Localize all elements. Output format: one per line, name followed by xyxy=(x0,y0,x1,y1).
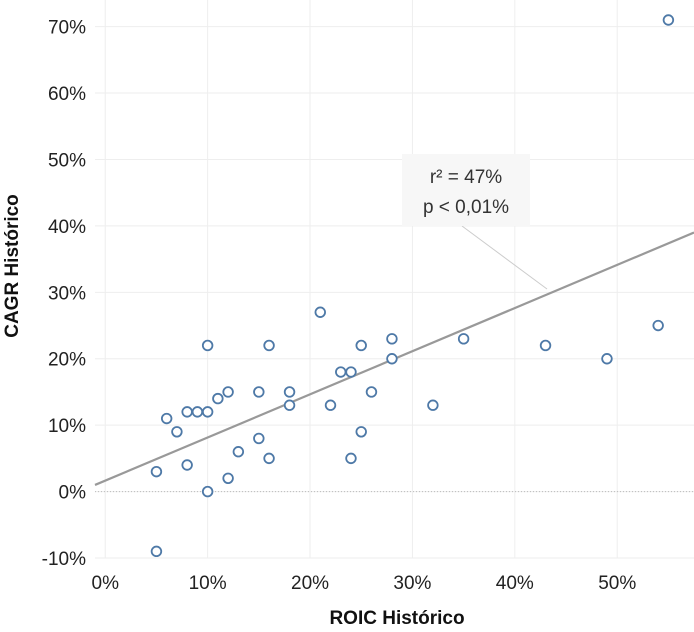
data-point-5 xyxy=(181,459,193,471)
x-tick-label-1: 10% xyxy=(189,573,227,594)
x-axis-title: ROIC Histórico xyxy=(329,608,464,629)
data-point-28 xyxy=(386,333,398,345)
y-tick-label-6: 50% xyxy=(48,150,86,171)
x-tick-label-4: 40% xyxy=(496,573,534,594)
y-gridlines xyxy=(95,26,694,559)
y-axis-title: CAGR Histórico xyxy=(2,194,23,338)
data-point-34 xyxy=(652,319,664,332)
y-tick-label-0: -10% xyxy=(42,549,86,570)
data-point-10 xyxy=(212,392,224,405)
y-tick-label-3: 20% xyxy=(48,350,86,371)
data-point-0 xyxy=(150,465,163,478)
data-point-29 xyxy=(386,353,398,365)
x-tick-labels: 0% 10% 20% 30% 40% 50% xyxy=(92,573,637,594)
data-point-19 xyxy=(283,399,296,411)
annotation-box xyxy=(402,154,530,226)
data-points xyxy=(150,14,675,558)
y-tick-label-7: 60% xyxy=(48,84,86,105)
data-point-1 xyxy=(150,545,163,558)
y-tick-labels: -10% 0% 10% 20% 30% 40% 50% 60% 70% xyxy=(42,18,86,570)
y-tick-label-4: 30% xyxy=(48,283,86,304)
x-tick-label-0: 0% xyxy=(92,573,120,594)
data-point-35 xyxy=(662,14,675,26)
data-point-7 xyxy=(201,406,214,418)
data-point-8 xyxy=(201,339,214,352)
data-point-33 xyxy=(601,353,613,365)
data-point-22 xyxy=(335,366,347,378)
y-tick-label-5: 40% xyxy=(48,217,86,238)
x-tick-label-2: 20% xyxy=(291,573,329,594)
x-tick-label-5: 50% xyxy=(598,573,636,594)
y-tick-label-2: 10% xyxy=(48,416,86,437)
annotation-p-value: p < 0,01% xyxy=(423,197,509,218)
data-point-21 xyxy=(324,399,337,411)
data-point-15 xyxy=(253,432,265,445)
data-point-18 xyxy=(283,386,296,398)
data-point-32 xyxy=(539,339,552,352)
data-point-23 xyxy=(345,366,357,378)
data-point-12 xyxy=(222,472,234,484)
x-tick-label-3: 30% xyxy=(393,573,431,594)
data-point-24 xyxy=(345,452,357,465)
data-point-4 xyxy=(181,406,193,418)
data-point-30 xyxy=(427,399,439,411)
annotation-leader-line xyxy=(461,225,548,290)
annotation-r-squared: r² = 47% xyxy=(430,167,502,188)
data-point-14 xyxy=(253,386,265,398)
data-point-9 xyxy=(201,485,214,498)
data-point-31 xyxy=(457,333,470,345)
data-point-27 xyxy=(365,386,378,398)
data-point-11 xyxy=(222,386,234,398)
data-point-2 xyxy=(160,412,173,425)
data-point-6 xyxy=(191,406,204,418)
data-point-17 xyxy=(263,452,275,465)
data-point-13 xyxy=(232,446,245,458)
data-point-25 xyxy=(355,339,367,352)
x-gridlines xyxy=(104,0,618,558)
data-point-3 xyxy=(171,426,183,438)
data-point-26 xyxy=(355,426,367,438)
y-tick-label-8: 70% xyxy=(48,18,86,39)
y-tick-label-1: 0% xyxy=(59,483,87,504)
data-point-16 xyxy=(263,339,275,352)
data-point-20 xyxy=(314,306,326,318)
